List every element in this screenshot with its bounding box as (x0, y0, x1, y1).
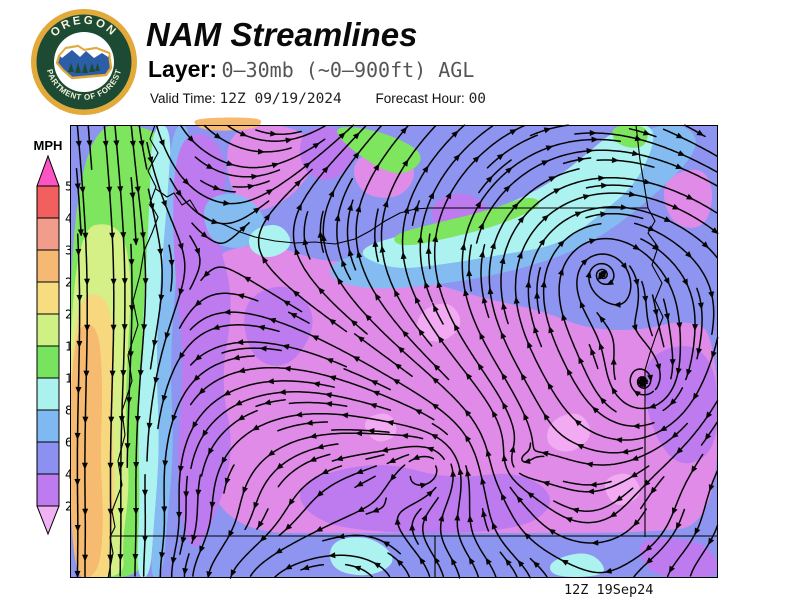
streamline (156, 124, 355, 205)
streamline (374, 208, 379, 263)
valid-time-label: Valid Time: (150, 91, 216, 106)
streamline (229, 465, 343, 579)
streamline (536, 266, 542, 314)
streamline (303, 211, 311, 260)
streamline (146, 141, 186, 462)
streamline (365, 497, 387, 515)
streamline (486, 134, 538, 169)
streamline (189, 366, 435, 421)
streamline (585, 184, 633, 189)
streamline (696, 287, 703, 360)
logo-oregon-state-scene (55, 44, 113, 80)
streamline (159, 355, 255, 578)
forecast-hour-label: Forecast Hour: (375, 91, 465, 106)
map-frame (70, 125, 718, 578)
streamline (255, 129, 302, 136)
streamline (130, 125, 147, 577)
streamline (277, 453, 331, 488)
streamline (468, 244, 472, 292)
streamline (596, 159, 655, 168)
streamline (585, 212, 644, 220)
streamline (179, 124, 326, 169)
streamline (168, 244, 173, 292)
streamline (277, 421, 329, 432)
valid-time-value: 12Z 09/19/2024 (219, 91, 342, 107)
streamline (651, 294, 665, 348)
streamline (189, 341, 348, 368)
svg-text:6: 6 (65, 435, 73, 450)
streamline (76, 125, 88, 578)
streamline (419, 125, 494, 303)
streamline (662, 128, 718, 157)
streamline (562, 157, 592, 165)
streamline (514, 192, 719, 441)
streamline (633, 222, 715, 335)
streamline (700, 421, 718, 446)
coastline (107, 124, 159, 579)
streamline (221, 347, 282, 354)
streamline (521, 442, 545, 463)
streamline (191, 222, 250, 245)
svg-text:MPH: MPH (34, 138, 63, 153)
streamline (478, 159, 512, 194)
svg-text:2: 2 (65, 499, 73, 514)
streamline (114, 124, 126, 577)
streamline (292, 125, 368, 335)
streamline (189, 235, 201, 290)
streamline-map (70, 117, 719, 579)
streamline (346, 199, 357, 271)
streamline (380, 125, 436, 347)
streamline (189, 311, 531, 579)
streamline (103, 125, 115, 578)
streamline (461, 138, 689, 466)
streamline (689, 524, 719, 577)
streamline (75, 167, 82, 236)
layer-label: Layer: (148, 56, 218, 82)
streamline (288, 401, 348, 407)
streamline (353, 333, 413, 377)
streamline (500, 177, 718, 325)
time-line: Valid Time: 12Z 09/19/2024 Forecast Hour… (150, 91, 486, 107)
streamline (330, 429, 390, 433)
streamline (475, 149, 718, 244)
streamline (409, 465, 438, 486)
logo-trees (68, 63, 100, 73)
streamline (322, 534, 402, 555)
columbia-river-46n (155, 188, 648, 245)
forecast-hour-value: 00 (468, 91, 487, 107)
streamline (343, 368, 391, 391)
streamline (249, 464, 406, 577)
logo-mountain (60, 47, 109, 58)
streamline (562, 480, 612, 486)
map-timestamp: 12Z 19Sep24 (564, 582, 654, 598)
streamline (422, 496, 445, 578)
page-title: NAM Streamlines (146, 16, 418, 53)
layer-value: 0–30mb (~0–900ft) AGL (221, 58, 475, 82)
streamline (192, 412, 480, 578)
streamline (147, 188, 163, 370)
streamline (596, 312, 616, 381)
streamline (191, 474, 202, 544)
streamline (574, 132, 718, 173)
streamline (553, 487, 634, 512)
streamline (365, 454, 385, 460)
streamline (76, 233, 81, 578)
streamline (633, 508, 686, 578)
streamline (628, 127, 657, 138)
svg-text:4: 4 (65, 467, 73, 482)
streamline (130, 177, 137, 246)
odf-logo: OREGON DEPARTMENT OF FORESTRY (31, 9, 137, 115)
streamline (640, 238, 696, 381)
streamline (542, 222, 655, 427)
streamline (322, 125, 704, 574)
streamline (641, 280, 654, 337)
layer-line: Layer: 0–30mb (~0–900ft) AGL (148, 56, 474, 83)
streamline (518, 465, 650, 493)
svg-text:8: 8 (65, 403, 73, 418)
streamline (431, 422, 449, 436)
streamline (509, 486, 647, 544)
streamline (488, 168, 644, 454)
